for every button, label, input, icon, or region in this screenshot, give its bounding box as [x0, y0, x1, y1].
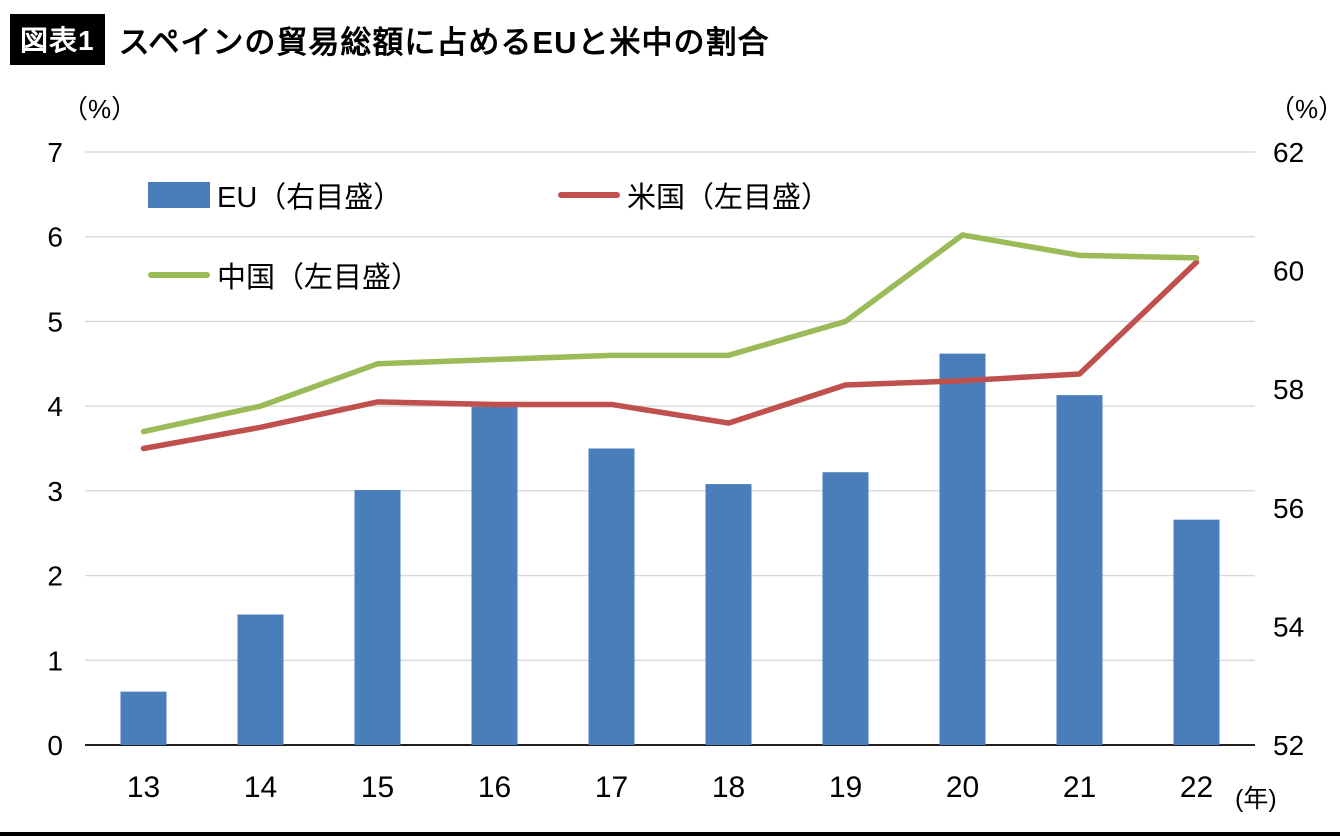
eu-bar: [1173, 519, 1220, 745]
china-line: [140, 232, 1200, 435]
left-axis-tick: 3: [47, 476, 63, 507]
us-line: [140, 259, 1200, 452]
x-axis-tick: 19: [829, 771, 862, 804]
page-title: スペインの貿易総額に占めるEUと米中の割合: [118, 25, 770, 60]
eu-bar: [237, 614, 284, 745]
eu-bar: [120, 691, 167, 745]
right-axis-tick: 62: [1273, 137, 1304, 168]
x-axis-tick: 20: [946, 771, 979, 804]
x-axis-tick: 17: [595, 771, 628, 804]
right-axis-tick: 52: [1273, 730, 1304, 761]
left-axis-tick: 6: [47, 222, 63, 253]
eu-bar: [588, 448, 635, 745]
x-axis-tick: 21: [1063, 771, 1096, 804]
left-axis-tick: 2: [47, 561, 63, 592]
eu-bar: [354, 490, 401, 745]
x-axis-tick: 13: [127, 771, 160, 804]
left-axis-tick: 0: [47, 730, 63, 761]
x-axis-tick: 18: [712, 771, 745, 804]
left-axis-unit: （%）: [62, 94, 137, 124]
chart-header: 図表1 スペインの貿易総額に占めるEUと米中の割合: [10, 14, 769, 65]
eu-bar: [939, 353, 986, 745]
figure-badge: 図表1: [10, 14, 105, 65]
left-axis-tick: 7: [47, 137, 63, 168]
x-axis-tick: 15: [361, 771, 394, 804]
left-axis-tick: 5: [47, 306, 63, 337]
eu-bar: [822, 472, 869, 745]
right-axis-tick: 54: [1273, 611, 1304, 642]
right-axis-tick: 56: [1273, 493, 1304, 524]
eu-bar: [471, 406, 518, 745]
left-axis-tick: 1: [47, 645, 63, 676]
eu-bar: [705, 484, 752, 745]
x-axis-unit: (年): [1235, 785, 1277, 813]
right-axis-tick: 60: [1273, 256, 1304, 287]
eu-bar: [1056, 395, 1103, 745]
x-axis-tick: 16: [478, 771, 511, 804]
left-axis-tick: 4: [47, 391, 63, 422]
x-axis-tick: 14: [244, 771, 277, 804]
bottom-divider: [0, 832, 1340, 836]
x-axis-tick: 22: [1180, 771, 1213, 804]
right-axis-unit: （%）: [1269, 94, 1340, 124]
right-axis-tick: 58: [1273, 374, 1304, 405]
